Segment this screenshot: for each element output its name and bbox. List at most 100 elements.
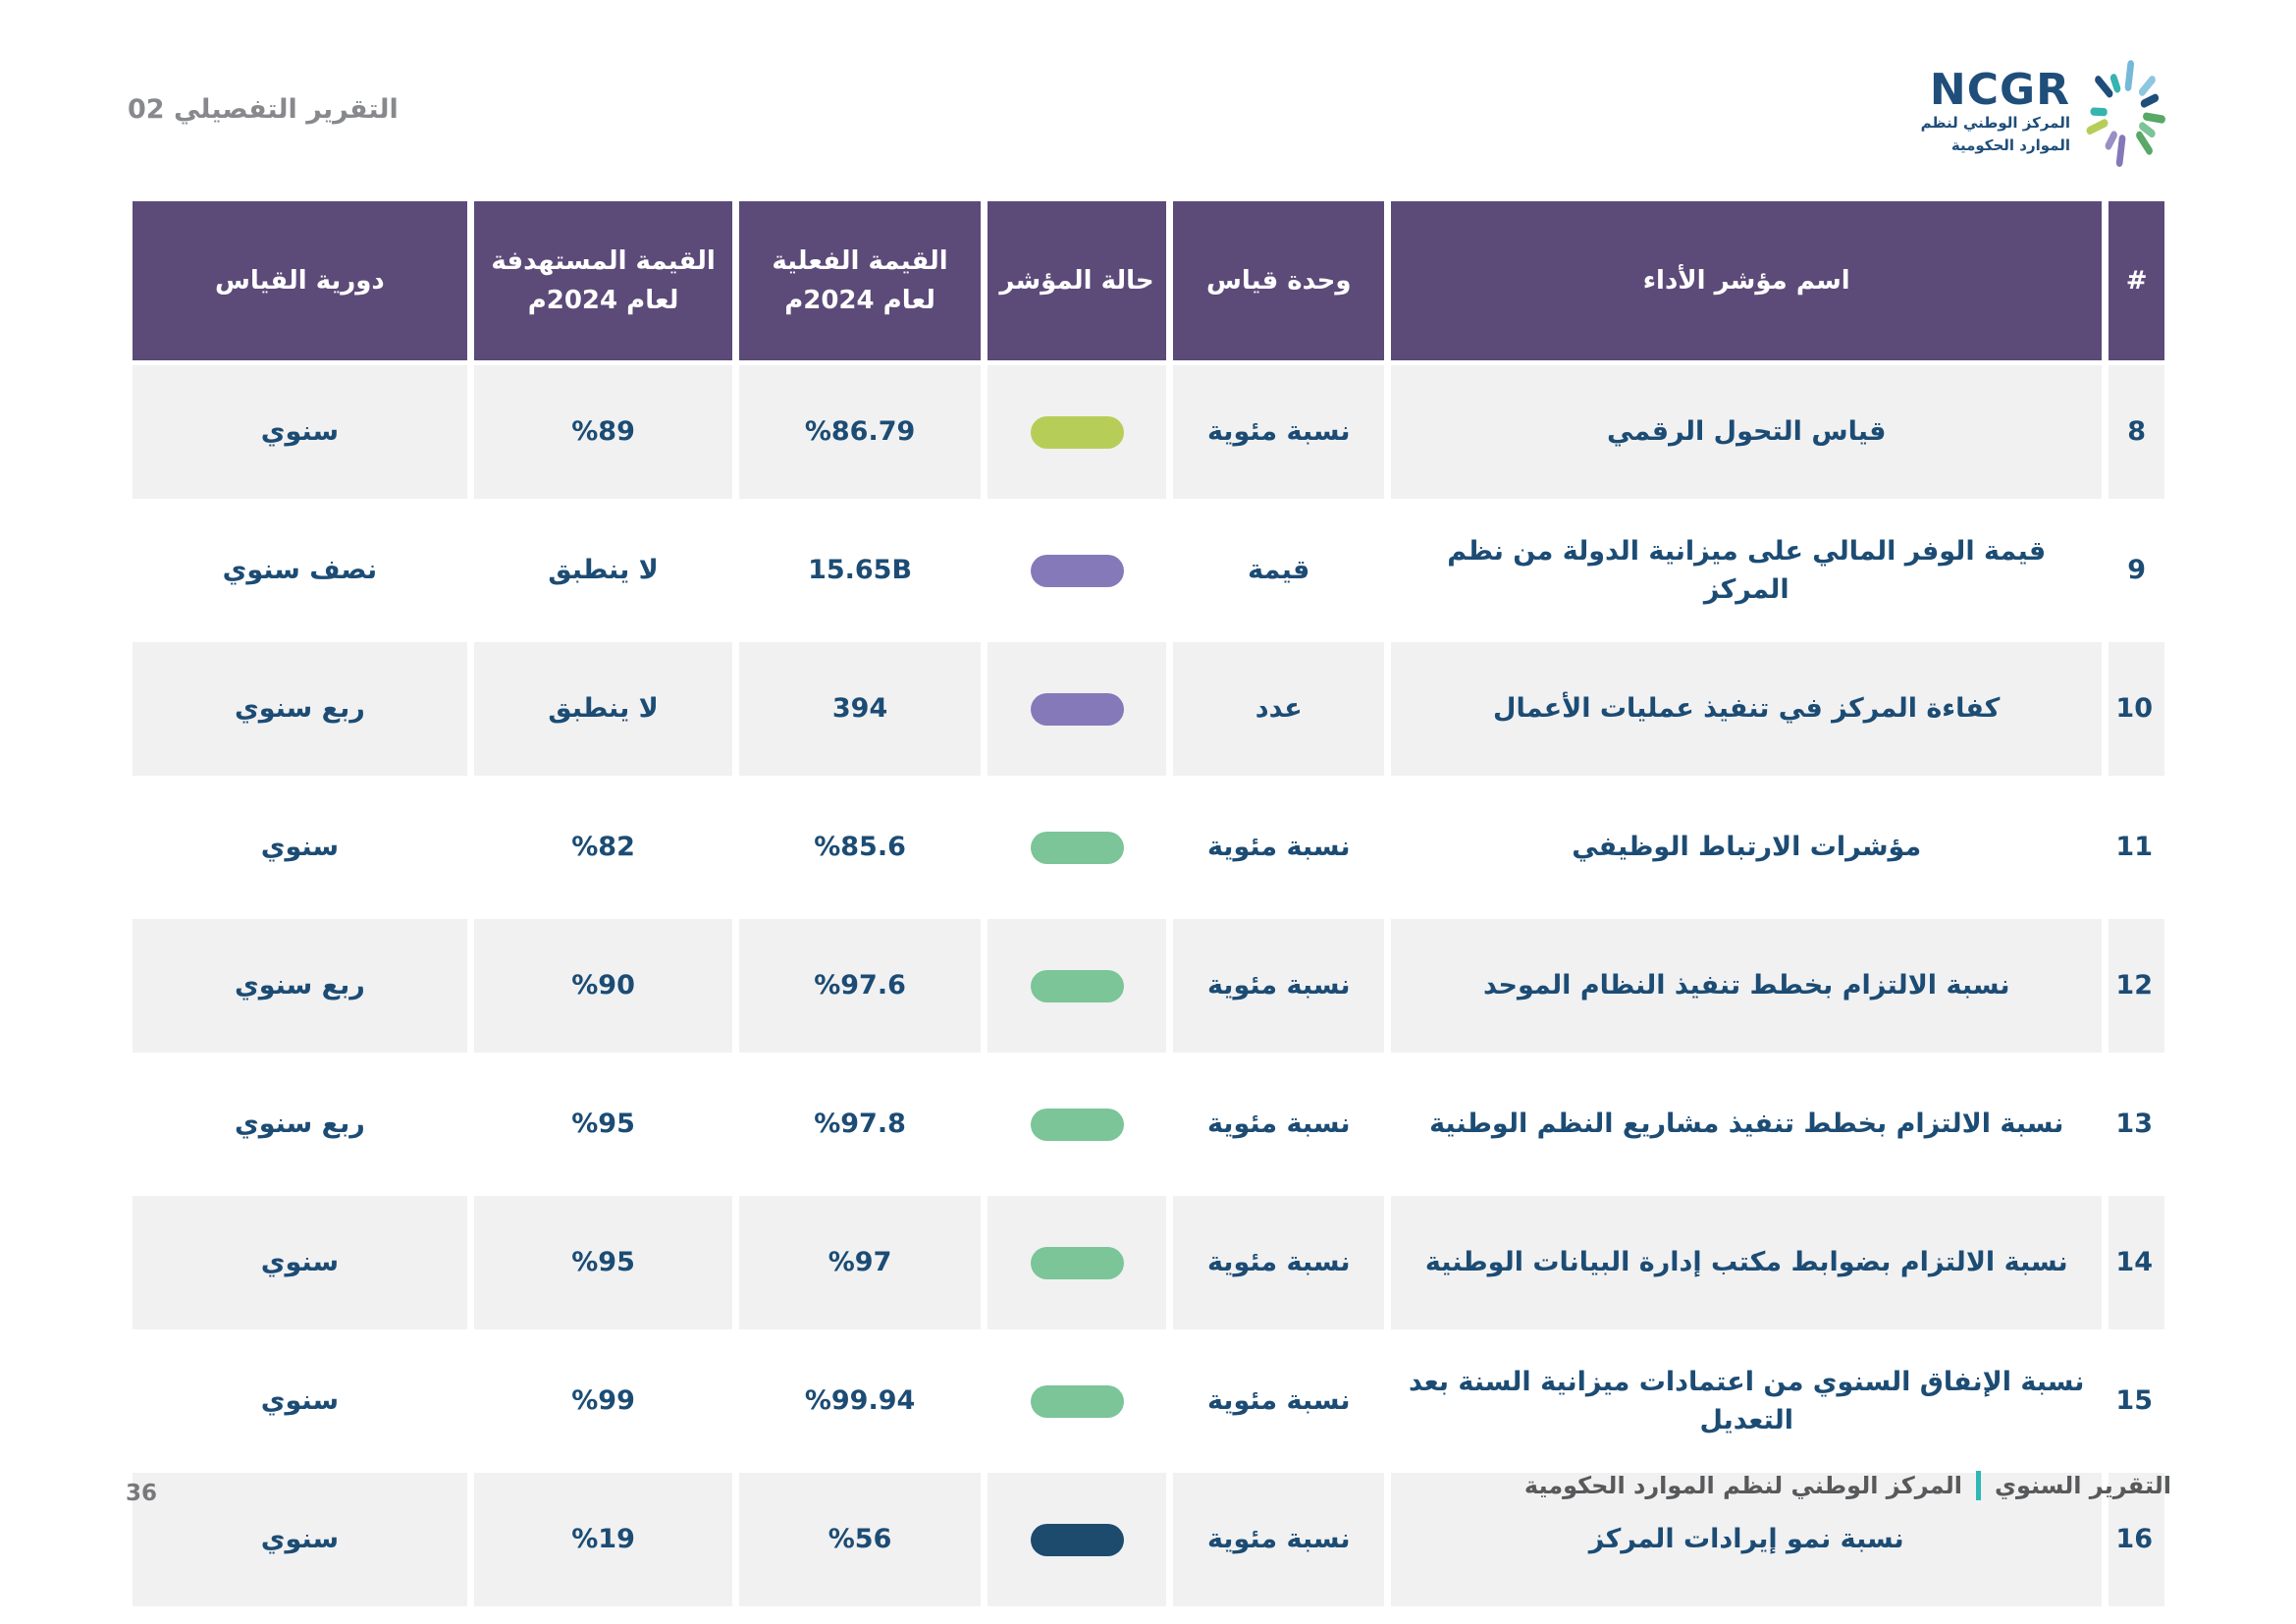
header-target-value: القيمة المستهدفة لعام 2024م xyxy=(473,201,733,360)
unit-cell: نسبة مئوية xyxy=(1173,919,1385,1053)
actual-cell: 394 xyxy=(739,642,981,776)
status-cell xyxy=(987,919,1167,1053)
indicator-name: نسبة الالتزام بخطط تنفيذ النظام الموحد xyxy=(1391,919,2103,1053)
table-row: 12 نسبة الالتزام بخطط تنفيذ النظام الموح… xyxy=(133,919,2164,1053)
target-value: %95 xyxy=(571,1109,635,1140)
status-pill xyxy=(1030,1524,1124,1557)
row-number: 9 xyxy=(2109,504,2164,637)
target-value: %95 xyxy=(571,1247,635,1278)
table-header: # اسم مؤشر الأداء وحدة قياس حالة المؤشر … xyxy=(133,201,2164,360)
status-pill xyxy=(1030,1385,1124,1419)
unit-cell: نسبة مئوية xyxy=(1173,781,1385,914)
actual-cell: %99.94 xyxy=(739,1334,981,1468)
target-value: %82 xyxy=(571,832,635,863)
header-frequency: دورية القياس xyxy=(133,201,467,360)
actual-cell: %97 xyxy=(739,1196,981,1329)
frequency-cell: ربع سنوي xyxy=(133,919,467,1053)
target-value: %90 xyxy=(571,970,635,1001)
frequency-cell: ربع سنوي xyxy=(133,642,467,776)
status-pill xyxy=(1030,693,1124,727)
status-cell xyxy=(987,365,1167,499)
table-row: 13 نسبة الالتزام بخطط تنفيذ مشاريع النظم… xyxy=(133,1057,2164,1191)
unit-cell: نسبة مئوية xyxy=(1173,1473,1385,1606)
ncgr-org-line1: المركز الوطني لنظم xyxy=(1920,113,2070,132)
indicator-name: نسبة الالتزام بخطط تنفيذ مشاريع النظم ال… xyxy=(1391,1057,2103,1191)
unit-cell: نسبة مئوية xyxy=(1173,1057,1385,1191)
ncgr-org-line2: الموارد الحكومية xyxy=(1950,136,2070,154)
actual-value: %97.6 xyxy=(814,970,906,1001)
status-cell xyxy=(987,1196,1167,1329)
actual-cell: 15.65B xyxy=(739,504,981,637)
target-cell: %90 xyxy=(473,919,733,1053)
table-row: 16 نسبة نمو إيرادات المركز نسبة مئوية %5… xyxy=(133,1473,2164,1606)
status-pill xyxy=(1030,1247,1124,1280)
table-row: 8 قياس التحول الرقمي نسبة مئوية %86.79 %… xyxy=(133,365,2164,499)
ncgr-logo-text: NCGR المركز الوطني لنظم الموارد الحكومية xyxy=(1920,64,2070,158)
indicator-name: قياس التحول الرقمي xyxy=(1391,365,2103,499)
target-value: لا ينطبق xyxy=(548,693,659,725)
ncgr-starburst-icon xyxy=(2086,60,2165,167)
frequency-cell: نصف سنوي xyxy=(133,504,467,637)
status-pill xyxy=(1030,555,1124,588)
indicator-name: كفاءة المركز في تنفيذ عمليات الأعمال xyxy=(1391,642,2103,776)
header-unit: وحدة قياس xyxy=(1173,201,1385,360)
target-value: %99 xyxy=(571,1385,635,1417)
indicator-name: نسبة الالتزام بضوابط مكتب إدارة البيانات… xyxy=(1391,1196,2103,1329)
target-value: %19 xyxy=(571,1524,635,1555)
row-number: 14 xyxy=(2109,1196,2164,1329)
frequency-cell: سنوي xyxy=(133,365,467,499)
indicator-name: مؤشرات الارتباط الوظيفي xyxy=(1391,781,2103,914)
table-row: 14 نسبة الالتزام بضوابط مكتب إدارة البيا… xyxy=(133,1196,2164,1329)
unit-cell: نسبة مئوية xyxy=(1173,1196,1385,1329)
row-number: 8 xyxy=(2109,365,2164,499)
footer-report-label: التقرير السنوي xyxy=(1994,1472,2171,1499)
target-cell: %95 xyxy=(473,1196,733,1329)
unit-cell: نسبة مئوية xyxy=(1173,365,1385,499)
footer-org-name: المركز الوطني لنظم الموارد الحكومية xyxy=(1523,1472,1962,1499)
status-cell xyxy=(987,1334,1167,1468)
table-row: 11 مؤشرات الارتباط الوظيفي نسبة مئوية %8… xyxy=(133,781,2164,914)
target-cell: %82 xyxy=(473,781,733,914)
actual-value: %97.8 xyxy=(814,1109,906,1140)
table-row: 9 قيمة الوفر المالي على ميزانية الدولة م… xyxy=(133,504,2164,637)
header-number: # xyxy=(2109,201,2164,360)
actual-value: %86.79 xyxy=(804,416,916,448)
indicator-name: نسبة الإنفاق السنوي من اعتمادات ميزانية … xyxy=(1391,1334,2103,1468)
target-cell: لا ينطبق xyxy=(473,642,733,776)
unit-cell: نسبة مئوية xyxy=(1173,1334,1385,1468)
actual-value: 15.65B xyxy=(808,555,913,586)
status-cell xyxy=(987,781,1167,914)
actual-cell: %97.6 xyxy=(739,919,981,1053)
actual-cell: %85.6 xyxy=(739,781,981,914)
row-number: 11 xyxy=(2109,781,2164,914)
row-number: 13 xyxy=(2109,1057,2164,1191)
frequency-cell: سنوي xyxy=(133,1334,467,1468)
actual-value: %56 xyxy=(828,1524,892,1555)
frequency-cell: سنوي xyxy=(133,1196,467,1329)
actual-value: 394 xyxy=(831,693,888,725)
indicator-name: نسبة نمو إيرادات المركز xyxy=(1391,1473,2103,1606)
actual-cell: %56 xyxy=(739,1473,981,1606)
status-cell xyxy=(987,642,1167,776)
target-cell: لا ينطبق xyxy=(473,504,733,637)
target-value: %89 xyxy=(571,416,635,448)
status-pill xyxy=(1030,970,1124,1003)
status-cell xyxy=(987,504,1167,637)
target-value: لا ينطبق xyxy=(548,555,659,586)
actual-value: %99.94 xyxy=(804,1385,916,1417)
header-actual-value: القيمة الفعلية لعام 2024م xyxy=(739,201,981,360)
target-cell: %99 xyxy=(473,1334,733,1468)
footer: التقرير السنوي المركز الوطني لنظم الموار… xyxy=(1524,1471,2171,1500)
unit-cell: عدد xyxy=(1173,642,1385,776)
target-cell: %19 xyxy=(473,1473,733,1606)
status-pill xyxy=(1030,416,1124,450)
table-row: 15 نسبة الإنفاق السنوي من اعتمادات ميزان… xyxy=(133,1334,2164,1468)
frequency-cell: سنوي xyxy=(133,781,467,914)
ncgr-acronym: NCGR xyxy=(1929,64,2070,115)
status-pill xyxy=(1030,1109,1124,1142)
row-number: 10 xyxy=(2109,642,2164,776)
actual-value: %85.6 xyxy=(814,832,906,863)
actual-cell: %86.79 xyxy=(739,365,981,499)
status-pill xyxy=(1030,832,1124,865)
footer-separator xyxy=(1975,1471,1981,1500)
